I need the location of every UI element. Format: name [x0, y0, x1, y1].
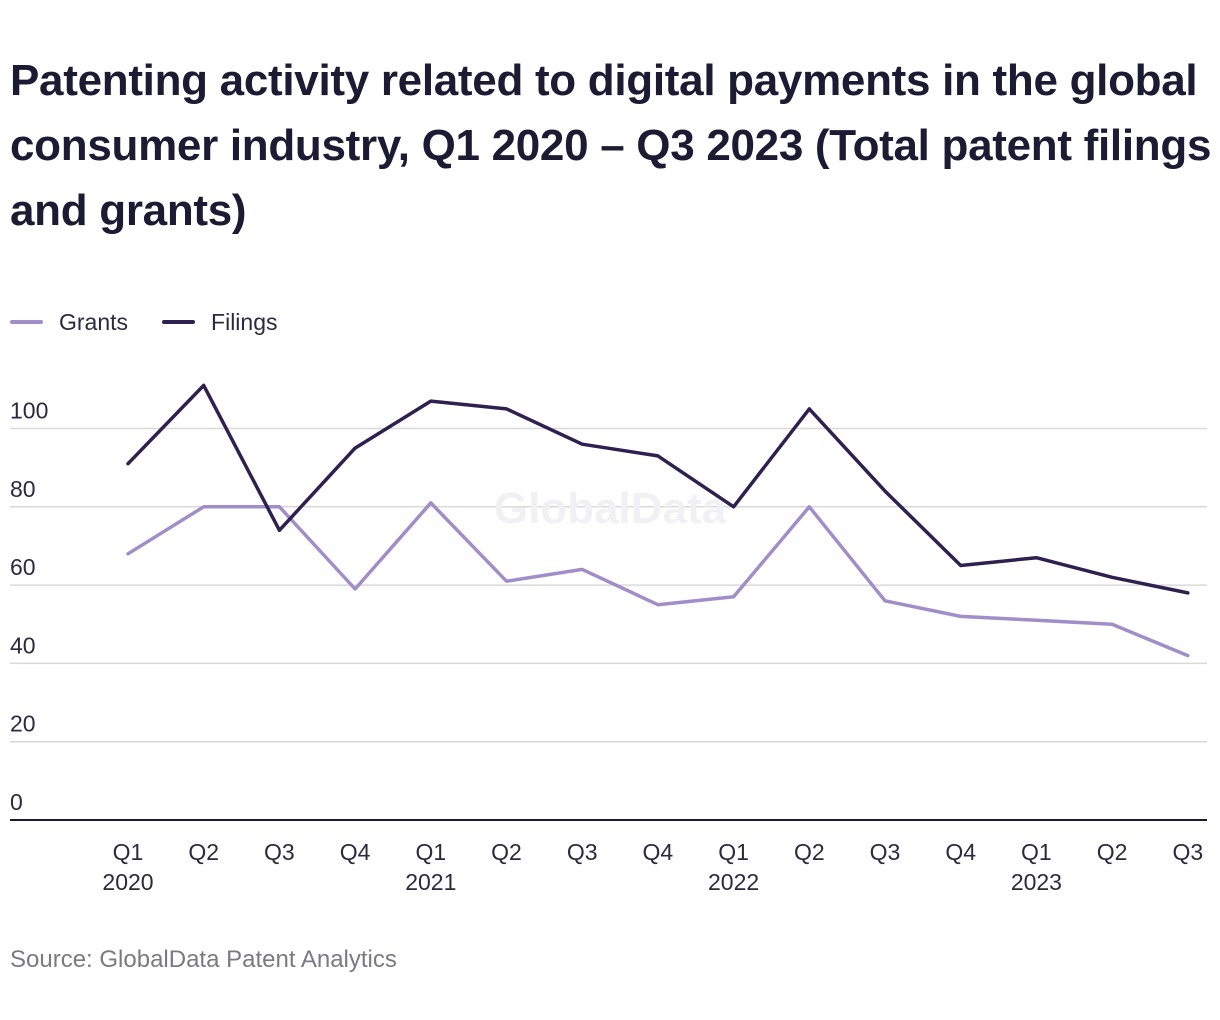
x-tick-year-label: 2022 — [708, 869, 759, 895]
x-tick-label: Q2 — [491, 839, 522, 865]
x-tick-label: Q3 — [567, 839, 598, 865]
y-tick-label: 60 — [10, 554, 36, 580]
y-tick-label: 20 — [10, 711, 36, 737]
legend-label-grants: Grants — [59, 308, 129, 335]
grants-line — [126, 501, 1190, 658]
line-chart: GlobalData 0 20 40 60 80 100 Q1 2020 Q2 Q3 Q4 Q1 20… — [10, 383, 1207, 895]
x-tick-year-label: 2020 — [102, 869, 153, 895]
y-axis-ticks: 0 20 40 60 80 100 — [10, 398, 48, 816]
x-axis-ticks: Q1 2020 Q2 Q3 Q4 Q1 2021 Q2 Q3 Q4 Q1 2022 Q2 Q3 Q4 Q1 20… — [102, 839, 1203, 895]
y-tick-label: 0 — [10, 789, 23, 815]
x-tick-label: Q3 — [870, 839, 901, 865]
legend-label-filings: Filings — [211, 308, 278, 335]
y-tick-label: 100 — [10, 398, 48, 424]
x-tick-label: Q4 — [945, 839, 976, 865]
filings-line — [126, 383, 1190, 595]
x-tick-label: Q4 — [340, 839, 371, 865]
watermark-text: GlobalData — [494, 484, 727, 533]
x-tick-label: Q2 — [188, 839, 219, 865]
x-tick-label: Q3 — [1172, 839, 1203, 865]
legend-item-grants: Grants — [10, 309, 128, 336]
legend-swatch-filings — [162, 320, 196, 324]
x-tick-label: Q2 — [794, 839, 825, 865]
x-tick-label: Q3 — [264, 839, 295, 865]
x-tick-label: Q1 — [415, 839, 446, 865]
source-note: Source: GlobalData Patent Analytics — [10, 946, 397, 973]
legend-item-filings: Filings — [162, 308, 278, 336]
y-tick-label: 80 — [10, 476, 36, 502]
x-tick-label: Q2 — [1097, 839, 1128, 865]
legend: Grants Filings — [10, 306, 312, 338]
series-lines — [126, 383, 1190, 658]
x-tick-year-label: 2023 — [1011, 869, 1062, 895]
chart-title: Patenting activity related to digital pa… — [10, 56, 1212, 235]
legend-swatch-grants — [10, 320, 43, 324]
x-tick-label: Q1 — [1021, 839, 1052, 865]
gridlines — [10, 427, 1207, 743]
x-tick-label: Q4 — [643, 839, 674, 865]
x-tick-label: Q1 — [718, 839, 749, 865]
x-tick-label: Q1 — [113, 839, 144, 865]
y-tick-label: 40 — [10, 632, 36, 658]
x-tick-year-label: 2021 — [405, 869, 456, 895]
